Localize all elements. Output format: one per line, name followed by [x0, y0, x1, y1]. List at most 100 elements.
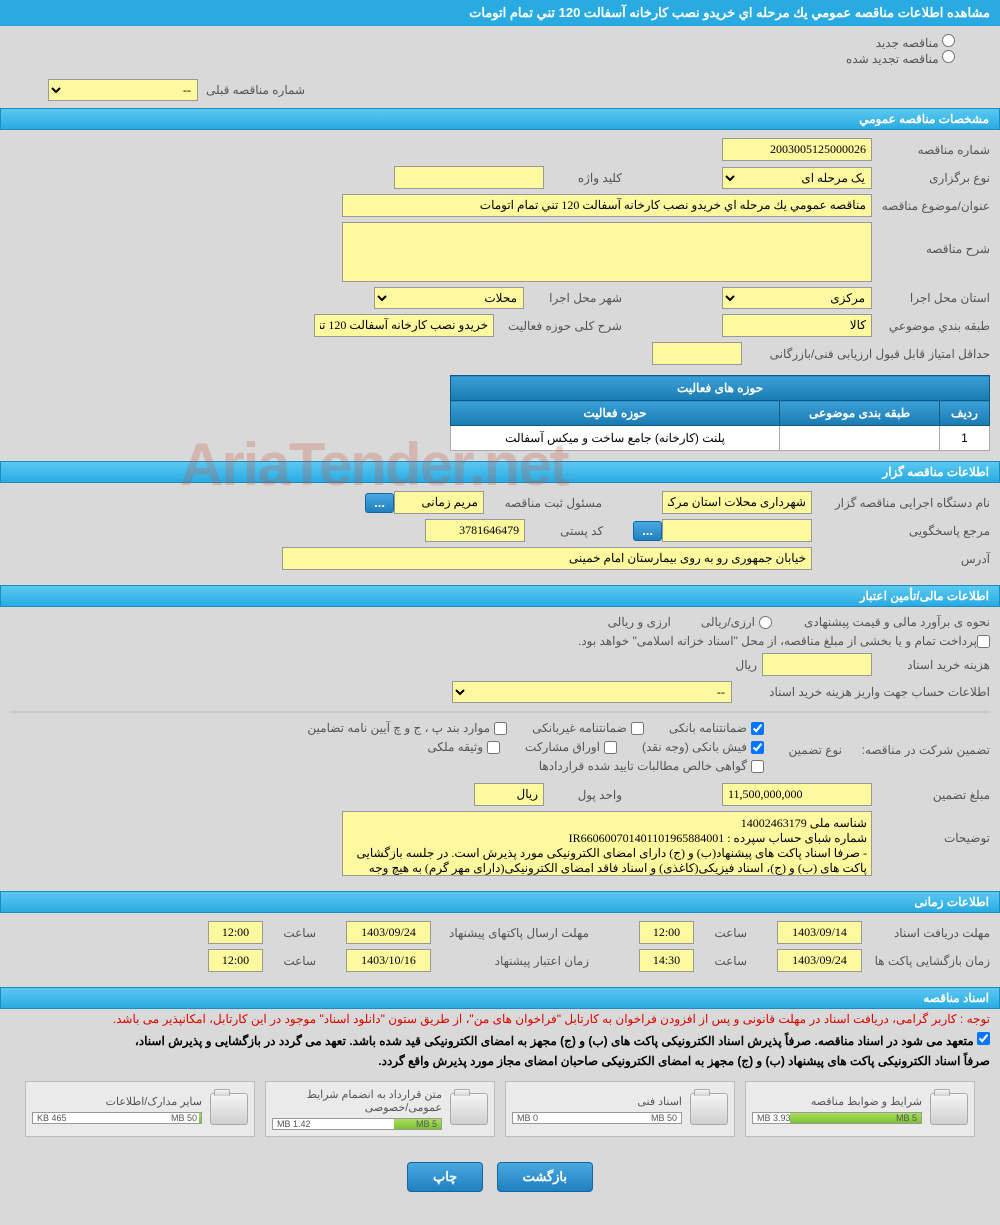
buy-cost-label: هزینه خرید اسناد — [880, 658, 990, 672]
city-select[interactable]: محلات — [374, 287, 524, 309]
cb-clauses[interactable] — [494, 722, 507, 735]
docs-confirm-checkbox[interactable] — [977, 1032, 990, 1045]
submit-date[interactable] — [346, 921, 431, 944]
cb-bank-receipt[interactable] — [751, 741, 764, 754]
docs-notice: توجه : کاربر گرامی، دریافت اسناد در مهلت… — [0, 1009, 1000, 1029]
progress-bar: 465 KB 50 MB — [32, 1112, 202, 1124]
ref-lookup-button[interactable]: ... — [633, 521, 662, 541]
section-bidder-header: اطلاعات مناقصه گزار — [0, 461, 1000, 483]
radio-new-label: مناقصه جدید — [876, 36, 939, 50]
doc-card[interactable]: اسناد فنی 0 MB 50 MB — [505, 1081, 735, 1137]
postal-input[interactable] — [425, 519, 525, 542]
registrar-input[interactable] — [394, 491, 484, 514]
validity-label: زمان اعتبار پیشنهاد — [439, 954, 589, 968]
desc-textarea[interactable] — [342, 222, 872, 282]
page-title: مشاهده اطلاعات مناقصه عمومي يك مرحله اي … — [0, 0, 1000, 26]
doc-card[interactable]: سایر مدارک/اطلاعات 465 KB 50 MB — [25, 1081, 255, 1137]
guarantee-label: تضمین شرکت در مناقصه: — [850, 743, 990, 757]
folder-icon — [690, 1093, 728, 1125]
category-input[interactable] — [722, 314, 872, 337]
docs-bold2: صرفاً اسناد الکترونیکی پاکت های پیشنهاد … — [0, 1051, 1000, 1071]
open-time[interactable] — [639, 949, 694, 972]
type-select[interactable]: یک مرحله ای — [722, 167, 872, 189]
notes-label: توضیحات — [880, 811, 990, 845]
doc-deadline-date[interactable] — [777, 921, 862, 944]
buy-cost-input[interactable] — [762, 653, 872, 676]
subject-label: عنوان/موضوع مناقصه — [880, 199, 990, 213]
time-label-4: ساعت — [271, 954, 316, 968]
doc-deadline-time[interactable] — [639, 921, 694, 944]
cb-bonds[interactable] — [604, 741, 617, 754]
activity-table-title: حوزه های فعالیت — [451, 376, 990, 401]
account-select[interactable]: -- — [452, 681, 732, 703]
cb-receivables[interactable] — [751, 760, 764, 773]
notes-textarea[interactable]: شناسه ملی 14002463179 شماره شبای حساب سپ… — [342, 811, 872, 876]
unit-label: واحد پول — [552, 788, 622, 802]
progress-bar: 0 MB 50 MB — [512, 1112, 682, 1124]
method-radio[interactable] — [759, 616, 772, 629]
min-score-input[interactable] — [652, 342, 742, 365]
unit-input[interactable] — [474, 783, 544, 806]
address-input[interactable] — [282, 547, 812, 570]
submit-label: مهلت ارسال پاکتهای پیشنهاد — [439, 926, 589, 940]
amount-label: مبلغ تضمین — [880, 788, 990, 802]
cb-bank-guarantee[interactable] — [751, 722, 764, 735]
folder-icon — [930, 1093, 968, 1125]
doc-card[interactable]: متن قرارداد به انضمام شرایط عمومی/خصوصی … — [265, 1081, 495, 1137]
number-input[interactable] — [722, 138, 872, 161]
table-row: 1 پلنت (کارخانه) جامع ساخت و میکس آسفالت — [451, 426, 990, 451]
section-financial-header: اطلاعات مالی/تأمین اعتبار — [0, 585, 1000, 607]
open-date[interactable] — [777, 949, 862, 972]
category-label: طبقه بندي موضوعي — [880, 319, 990, 333]
section-general-header: مشخصات مناقصه عمومي — [0, 108, 1000, 130]
time-label-1: ساعت — [702, 926, 747, 940]
print-button[interactable]: چاپ — [407, 1162, 483, 1192]
col-row: ردیف — [940, 401, 990, 426]
doc-title: اسناد فنی — [512, 1095, 682, 1108]
ref-label: مرجع پاسخگویی — [820, 524, 990, 538]
org-input[interactable] — [662, 491, 812, 514]
province-select[interactable]: مرکزی — [722, 287, 872, 309]
desc-label: شرح مناقصه — [880, 222, 990, 256]
ref-input[interactable] — [662, 519, 812, 542]
validity-time[interactable] — [208, 949, 263, 972]
subject-input[interactable] — [342, 194, 872, 217]
cb-nonbank-guarantee[interactable] — [631, 722, 644, 735]
number-label: شماره مناقصه — [880, 143, 990, 157]
validity-date[interactable] — [346, 949, 431, 972]
submit-time[interactable] — [208, 921, 263, 944]
doc-card[interactable]: شرایط و ضوابط مناقصه 3.93 MB 5 MB — [745, 1081, 975, 1137]
section-time-header: اطلاعات زمانی — [0, 891, 1000, 913]
cb-property[interactable] — [487, 741, 500, 754]
note1-text: پرداخت تمام و یا بخشی از مبلغ مناقصه، از… — [578, 634, 977, 648]
progress-bar: 3.93 MB 5 MB — [752, 1112, 922, 1124]
col-category: طبقه بندی موضوعی — [780, 401, 940, 426]
prev-number-select[interactable]: -- — [48, 79, 198, 101]
time-label-2: ساعت — [271, 926, 316, 940]
radio-new-tender[interactable] — [942, 34, 955, 47]
doc-title: متن قرارداد به انضمام شرایط عمومی/خصوصی — [272, 1088, 442, 1114]
registrar-lookup-button[interactable]: ... — [365, 493, 394, 513]
keyword-input[interactable] — [394, 166, 544, 189]
amount-input[interactable] — [722, 783, 872, 806]
rial-label: ریال — [735, 658, 762, 672]
postal-label: کد پستی — [533, 524, 603, 538]
province-label: استان محل اجرا — [880, 291, 990, 305]
account-label: اطلاعات حساب جهت واریز هزینه خرید اسناد — [740, 685, 990, 699]
scope-input[interactable] — [314, 314, 494, 337]
scope-label: شرح کلی حوزه فعالیت — [502, 319, 622, 333]
note1-checkbox[interactable] — [977, 635, 990, 648]
doc-title: شرایط و ضوابط مناقصه — [752, 1095, 922, 1108]
open-label: زمان بازگشایی پاکت ها — [870, 954, 990, 968]
back-button[interactable]: بازگشت — [497, 1162, 593, 1192]
time-label-3: ساعت — [702, 954, 747, 968]
org-label: نام دستگاه اجرایی مناقصه گزار — [820, 496, 990, 510]
address-label: آدرس — [820, 552, 990, 566]
radio-renewed-tender[interactable] — [942, 50, 955, 63]
prev-number-label: شماره مناقصه قبلی — [206, 83, 305, 97]
folder-icon — [210, 1093, 248, 1125]
docs-bold1: متعهد می شود در اسناد مناقصه. صرفاً پذیر… — [0, 1029, 1000, 1051]
registrar-label: مسئول ثبت مناقصه — [492, 496, 602, 510]
guarantee-type-label: نوع تضمین — [772, 743, 842, 757]
min-score-label: حداقل امتیاز قابل قبول ارزیابی فنی/بازرگ… — [750, 347, 990, 361]
